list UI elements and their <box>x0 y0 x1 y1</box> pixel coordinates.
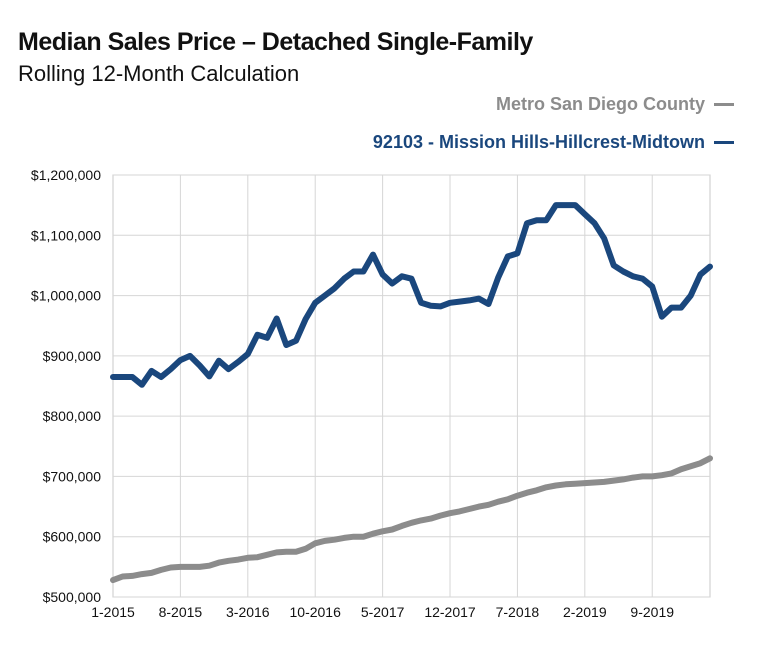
chart-series <box>110 202 713 584</box>
series-line-92103 <box>110 202 713 388</box>
legend-label-metro: Metro San Diego County <box>495 94 705 114</box>
y-tick-label: $1,000,000 <box>31 288 101 304</box>
y-tick-label: $900,000 <box>43 348 102 364</box>
x-axis-tick-labels: 1-2015 8-2015 3-2016 10-2016 5-2017 12-2017 7-… <box>91 604 674 620</box>
y-tick-label: $500,000 <box>43 589 102 605</box>
y-tick-label: $1,200,000 <box>31 167 101 183</box>
x-tick-label: 3-2016 <box>226 604 270 620</box>
y-tick-label: $600,000 <box>43 529 102 545</box>
x-tick-label: 12-2017 <box>424 604 476 620</box>
x-tick-label: 8-2015 <box>159 604 203 620</box>
chart-subtitle: Rolling 12-Month Calculation <box>18 61 300 86</box>
y-axis-tick-labels: $500,000 $600,000 $700,000 $800,000 $900,000… <box>31 167 101 605</box>
legend-swatch-metro <box>714 103 734 106</box>
chart-grid <box>112 174 711 598</box>
y-tick-label: $1,100,000 <box>31 227 101 243</box>
x-tick-label: 7-2018 <box>496 604 540 620</box>
plot-frame <box>112 174 711 598</box>
series-line-metro <box>110 455 713 584</box>
chart-title: Median Sales Price – Detached Single-Fam… <box>18 28 533 56</box>
legend-swatch-92103 <box>714 141 734 144</box>
x-tick-label: 1-2015 <box>91 604 135 620</box>
legend-item-metro: Metro San Diego County <box>496 94 734 115</box>
y-tick-label: $700,000 <box>43 468 102 484</box>
x-tick-label: 9-2019 <box>630 604 674 620</box>
y-tick-label: $800,000 <box>43 408 102 424</box>
x-tick-label: 5-2017 <box>361 604 405 620</box>
x-tick-label: 10-2016 <box>290 604 342 620</box>
legend-label-92103: 92103 - Mission Hills-Hillcrest-Midtown <box>372 132 705 152</box>
x-tick-label: 2-2019 <box>563 604 607 620</box>
legend-item-92103: 92103 - Mission Hills-Hillcrest-Midtown <box>373 132 734 153</box>
